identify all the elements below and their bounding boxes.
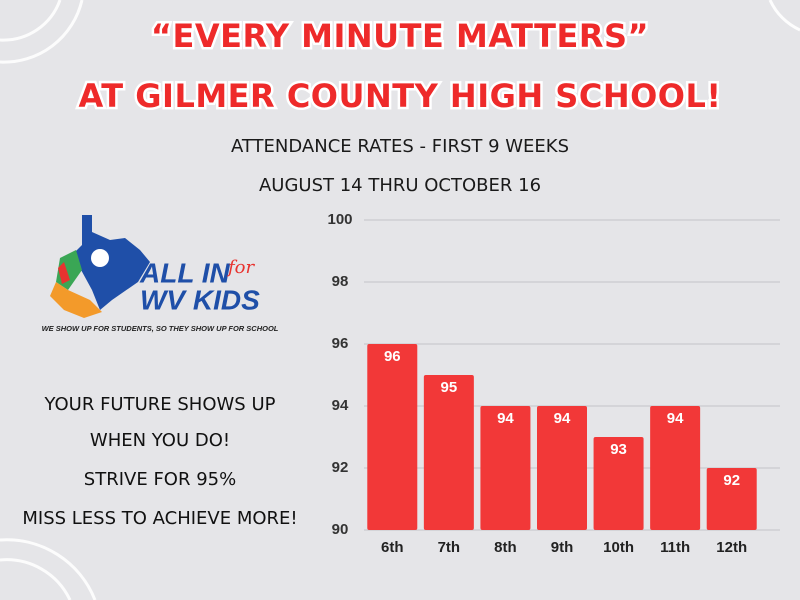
y-tick-label: 94 — [332, 397, 349, 414]
logo-tagline: WE SHOW UP FOR STUDENTS, SO THEY SHOW UP… — [42, 324, 279, 333]
slogan-line: YOUR FUTURE SHOWS UP — [44, 394, 276, 415]
bar — [706, 468, 757, 530]
bar-chart: 90 92 94 96 98 100 6th 96 7th 95 8th 94 9th 94 10th 93 1… — [327, 211, 780, 556]
bar — [423, 375, 474, 530]
slogan-line: WHEN YOU DO! — [90, 430, 230, 451]
logo: ALL IN for WV KIDS WE SHOW UP FOR STUDEN… — [42, 215, 279, 333]
subtitle-line: ATTENDANCE RATES - FIRST 9 WEEKS — [231, 136, 569, 157]
x-tick-label: 9th — [551, 539, 574, 556]
value-label: 96 — [384, 348, 401, 365]
value-label: 94 — [497, 410, 514, 427]
title-line: “EVERY MINUTE MATTERS” — [151, 17, 649, 55]
value-label: 94 — [667, 410, 684, 427]
x-tick-label: 11th — [660, 539, 690, 556]
logo-script: for — [226, 257, 255, 278]
y-tick-label: 96 — [332, 335, 349, 352]
bar — [367, 344, 418, 530]
x-tick-label: 8th — [494, 539, 517, 556]
subtitle-line: AUGUST 14 THRU OCTOBER 16 — [259, 175, 541, 196]
bar — [650, 406, 701, 530]
logo-text: WV KIDS — [140, 284, 260, 315]
x-tick-label: 12th — [716, 539, 747, 556]
value-label: 94 — [554, 410, 571, 427]
y-tick-label: 98 — [332, 273, 349, 290]
bar — [537, 406, 587, 530]
value-label: 95 — [441, 379, 458, 396]
x-tick-label: 6th — [381, 539, 404, 556]
bar — [480, 406, 531, 530]
logo-heart — [91, 249, 109, 267]
title-line: AT GILMER COUNTY HIGH SCHOOL! — [79, 77, 722, 115]
y-tick-label: 100 — [327, 211, 352, 228]
x-tick-label: 10th — [603, 539, 634, 556]
value-label: 92 — [723, 472, 740, 489]
logo-map — [58, 262, 70, 284]
y-tick-label: 90 — [332, 521, 349, 538]
x-tick-label: 7th — [438, 539, 461, 556]
logo-map — [50, 282, 102, 318]
logo-map — [72, 215, 150, 310]
slogan-line: MISS LESS TO ACHIEVE MORE! — [22, 508, 297, 529]
slogan-line: STRIVE FOR 95% — [84, 469, 236, 490]
bar — [593, 437, 644, 530]
value-label: 93 — [610, 441, 627, 458]
logo-text: ALL IN — [139, 257, 230, 288]
y-tick-label: 92 — [332, 459, 349, 476]
